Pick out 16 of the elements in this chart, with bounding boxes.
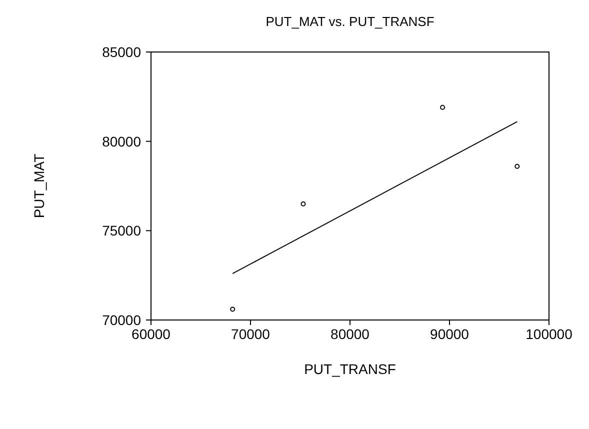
x-tick-label: 100000 xyxy=(526,326,573,342)
point xyxy=(230,306,236,312)
y-tick-label: 85000 xyxy=(102,44,142,60)
y-axis-title: PUT_MAT xyxy=(31,153,47,218)
chart-title: PUT_MAT vs. PUT_TRANSF xyxy=(266,14,434,29)
x-tick-label: 80000 xyxy=(330,326,370,342)
x-tick-label: 90000 xyxy=(430,326,470,342)
y-tick-label: 80000 xyxy=(102,133,142,150)
y-tick-label: 75000 xyxy=(102,222,142,239)
x-tick-label: 70000 xyxy=(231,326,270,342)
point xyxy=(300,201,306,206)
x-tick-label: 60000 xyxy=(132,326,171,342)
point xyxy=(440,104,446,110)
x-axis-title: PUT_TRANSF xyxy=(304,361,396,377)
point xyxy=(514,164,520,169)
y-tick-label: 70000 xyxy=(102,312,142,328)
